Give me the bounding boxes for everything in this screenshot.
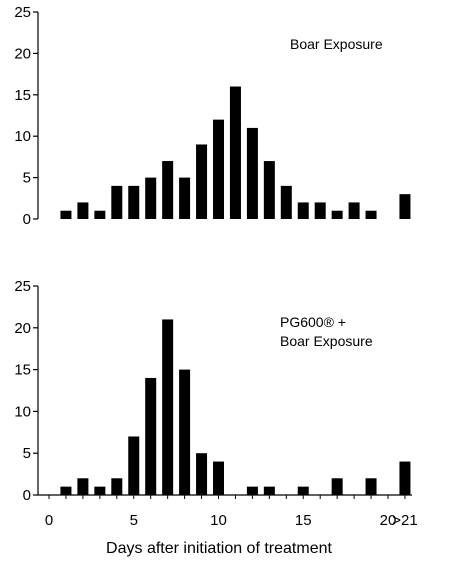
bottom-y-tick-label: 0 bbox=[23, 487, 31, 504]
bottom-bar-day-3 bbox=[94, 486, 106, 495]
bottom-y-tick-label: 10 bbox=[14, 403, 31, 420]
bottom-bar-day-2 bbox=[77, 478, 89, 495]
top-bar-day-4 bbox=[111, 185, 123, 219]
bottom-bar-day-12 bbox=[246, 486, 258, 495]
top-bar-day-12 bbox=[246, 127, 258, 219]
bottom-y-tick-label: 20 bbox=[14, 320, 31, 337]
bottom-y-tick-label: 15 bbox=[14, 362, 31, 379]
top-bar-day-15 bbox=[297, 202, 309, 219]
bottom-bar-day-4 bbox=[111, 478, 123, 495]
bottom-bar-day-6 bbox=[145, 377, 157, 495]
x-tick-label: 10 bbox=[210, 512, 227, 529]
top-bar-day-16 bbox=[314, 202, 326, 219]
top-y-tick-label: 0 bbox=[23, 211, 31, 228]
bottom-bar-day-1 bbox=[60, 486, 72, 495]
x-tick-label: 0 bbox=[45, 512, 53, 529]
bottom-bar-day-8 bbox=[179, 369, 191, 495]
x-tick-label: 20 bbox=[380, 512, 397, 529]
top-bar-day-5 bbox=[128, 185, 140, 219]
bottom-bar-day-13 bbox=[263, 486, 275, 495]
bottom-bar-day-15 bbox=[297, 486, 309, 495]
bottom-panel-annotation: PG600® + bbox=[280, 314, 346, 330]
x-axis-label: Days after initiation of treatment bbox=[106, 540, 332, 557]
top-panel-annotation: Boar Exposure bbox=[290, 36, 383, 52]
top-bar-day-21 bbox=[399, 194, 411, 219]
bottom-bar-day-21 bbox=[399, 461, 411, 495]
top-y-tick-label: 15 bbox=[14, 87, 31, 104]
bottom-bar-day-9 bbox=[196, 453, 208, 495]
top-bar-day-3 bbox=[94, 210, 106, 219]
top-bar-day-9 bbox=[196, 144, 208, 219]
bottom-bar-day-7 bbox=[162, 319, 174, 495]
top-bar-day-8 bbox=[179, 177, 191, 219]
boar-exposure-panel: 0 5 10 15 20 25 Boar Exposure bbox=[14, 4, 411, 228]
top-y-tick-label: 25 bbox=[14, 4, 31, 21]
top-bar-day-19 bbox=[365, 210, 377, 219]
top-y-tick-label: 5 bbox=[23, 170, 31, 187]
x-tick-label: 15 bbox=[295, 512, 312, 529]
bottom-panel-annotation: Boar Exposure bbox=[280, 333, 373, 349]
bottom-y-tick-label: 5 bbox=[23, 445, 31, 462]
top-y-tick-label: 10 bbox=[14, 128, 31, 145]
bottom-bar-day-5 bbox=[128, 436, 140, 495]
shared-x-axis-labels: Days after initiation of treatment bbox=[106, 540, 332, 557]
top-bar-day-18 bbox=[348, 202, 360, 219]
bottom-bar-day-10 bbox=[213, 461, 224, 495]
bottom-y-tick-label: 25 bbox=[14, 278, 31, 295]
top-bar-day-2 bbox=[77, 202, 89, 219]
bottom-bar-day-17 bbox=[331, 478, 343, 495]
top-bar-day-7 bbox=[162, 161, 174, 219]
top-bar-day-13 bbox=[263, 161, 275, 219]
top-bar-day-6 bbox=[145, 177, 157, 219]
top-bar-day-1 bbox=[60, 210, 72, 219]
bottom-bar-day-19 bbox=[365, 478, 377, 495]
top-bar-day-17 bbox=[331, 210, 343, 219]
top-y-tick-label: 20 bbox=[14, 45, 31, 62]
top-bar-day-14 bbox=[280, 185, 292, 219]
top-bar-day-11 bbox=[229, 86, 241, 220]
x-tick-label: >21 bbox=[392, 512, 417, 529]
top-bar-day-10 bbox=[213, 119, 224, 219]
x-tick-label: 5 bbox=[130, 512, 138, 529]
